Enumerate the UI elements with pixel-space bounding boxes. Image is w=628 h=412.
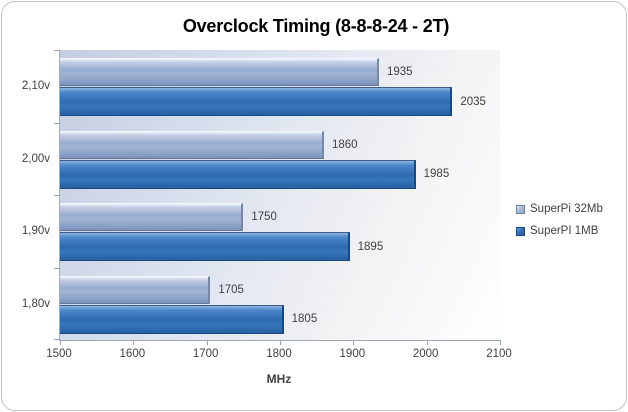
- bar: [60, 159, 416, 189]
- x-tick-label: 2000: [412, 348, 439, 360]
- plot-area: 1935 2035 1860 1985 1750 1895 1705 1805: [54, 50, 501, 345]
- x-axis-tick: [280, 340, 281, 345]
- bar: [60, 232, 350, 261]
- bar-group: 1860 1985: [60, 123, 500, 196]
- chart-title: Overclock Timing (8-8-8-24 - 2T): [182, 16, 450, 36]
- bar: [60, 130, 324, 159]
- y-axis-label: 2,10v: [21, 80, 50, 93]
- bar-group: 1750 1895: [60, 195, 500, 268]
- bar-value-label: 1895: [357, 240, 384, 253]
- y-axis-tick: [54, 339, 60, 340]
- bar: [60, 304, 284, 334]
- legend-item-label: SuperPI 1MB: [530, 225, 599, 237]
- legend-item: SuperPI 1MB: [516, 225, 603, 237]
- legend-marker-icon: [516, 226, 525, 236]
- bar-row: 1805: [60, 304, 500, 334]
- x-axis-tick: [206, 340, 208, 345]
- x-axis-tick: [60, 340, 61, 345]
- y-axis-tick: [54, 122, 60, 124]
- y-axis-labels: 2,10v 2,00v 1,90v 1,80v: [8, 50, 50, 340]
- bar-group: 1705 1805: [60, 268, 500, 341]
- bar-value-label: 1705: [218, 283, 244, 296]
- bar: [60, 203, 244, 231]
- bar-value-label: 1750: [251, 211, 277, 223]
- legend: SuperPi 32Mb SuperPI 1MB: [516, 203, 603, 247]
- bar-row: 1985: [60, 159, 500, 189]
- x-tick-label: 1700: [192, 348, 219, 360]
- x-tick-label: 2100: [486, 348, 512, 360]
- x-axis-tick: [353, 340, 355, 345]
- y-axis-label: 1,80v: [21, 297, 50, 310]
- bar-row: 1750: [60, 203, 500, 231]
- x-tick-label: 1800: [266, 348, 292, 360]
- x-tick-label: 1500: [46, 348, 72, 360]
- y-axis-label: 1,90v: [21, 225, 50, 238]
- y-axis-tick: [54, 195, 60, 196]
- bar-row: 1705: [60, 275, 500, 304]
- legend-item-label: SuperPi 32Mb: [530, 203, 603, 215]
- y-axis-tick: [54, 50, 60, 51]
- bar-value-label: 1985: [423, 168, 450, 180]
- y-axis-label: 2,00v: [21, 152, 50, 165]
- bar-value-label: 1805: [291, 313, 318, 325]
- bar: [60, 87, 453, 116]
- bar-row: 1895: [60, 232, 500, 261]
- bar-row: 2035: [60, 87, 500, 116]
- bar-value-label: 2035: [460, 95, 486, 108]
- bar: [60, 58, 379, 86]
- x-axis-tick: [500, 340, 501, 345]
- x-tick-label: 1900: [339, 348, 366, 360]
- x-axis-title: MHz: [266, 372, 292, 386]
- x-axis-labels: 1500 1600 1700 1800 1900 2000 2100: [46, 348, 512, 362]
- x-axis-tick: [426, 340, 428, 345]
- x-tick-label: 1600: [119, 348, 146, 360]
- bar-group: 1935 2035: [60, 50, 500, 123]
- bar-value-label: 1860: [332, 138, 358, 151]
- bar: [60, 275, 211, 304]
- x-axis-tick: [133, 340, 135, 345]
- legend-marker-icon: [516, 204, 525, 214]
- legend-item: SuperPi 32Mb: [516, 203, 603, 215]
- bar-row: 1935: [60, 58, 500, 86]
- y-axis-tick: [54, 267, 60, 269]
- bar-value-label: 1935: [387, 66, 413, 78]
- bar-row: 1860: [60, 130, 500, 159]
